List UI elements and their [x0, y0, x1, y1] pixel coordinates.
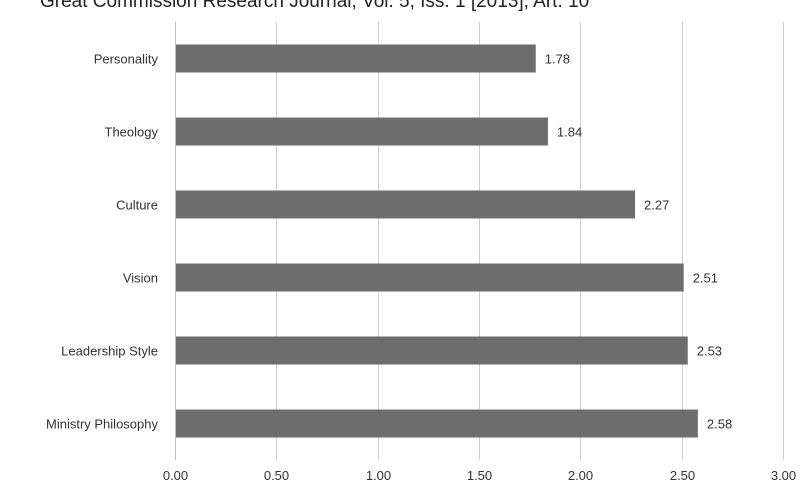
- x-tick-label: 1.00: [366, 468, 391, 483]
- bar: [176, 336, 688, 365]
- bar: [176, 44, 536, 73]
- category-label: Leadership Style: [61, 344, 158, 359]
- data-label: 2.51: [693, 271, 718, 286]
- bar: [176, 409, 698, 438]
- data-label: 1.84: [557, 125, 582, 140]
- data-label: 1.78: [545, 52, 570, 67]
- x-tick-label: 2.50: [670, 468, 695, 483]
- data-label: 2.27: [644, 198, 669, 213]
- category-label: Theology: [105, 125, 159, 140]
- bar: [176, 190, 636, 219]
- x-tick-label: 2.00: [568, 468, 593, 483]
- data-label: 2.53: [697, 344, 722, 359]
- x-axis-ticks: 0.00 0.50 1.00 1.50 2.00 2.50 3.00: [163, 468, 796, 483]
- data-labels: 1.78 1.84 2.27 2.51 2.53 2.58: [545, 52, 732, 432]
- x-tick-label: 1.50: [467, 468, 492, 483]
- journal-header: Great Commission Research Journal, Vol. …: [40, 0, 590, 12]
- data-label: 2.58: [707, 417, 732, 432]
- bars-group: [176, 44, 698, 438]
- x-tick-label: 0.00: [163, 468, 188, 483]
- x-tick-label: 0.50: [264, 468, 289, 483]
- category-label: Culture: [116, 198, 158, 213]
- category-labels: Personality Theology Culture Vision Leadersh…: [46, 52, 158, 432]
- x-tick-label: 3.00: [771, 468, 796, 483]
- bar: [176, 263, 684, 292]
- category-label: Personality: [94, 52, 159, 67]
- bar: [176, 117, 548, 146]
- category-label: Ministry Philosophy: [46, 417, 158, 432]
- gridlines: [175, 22, 784, 460]
- category-label: Vision: [123, 271, 158, 286]
